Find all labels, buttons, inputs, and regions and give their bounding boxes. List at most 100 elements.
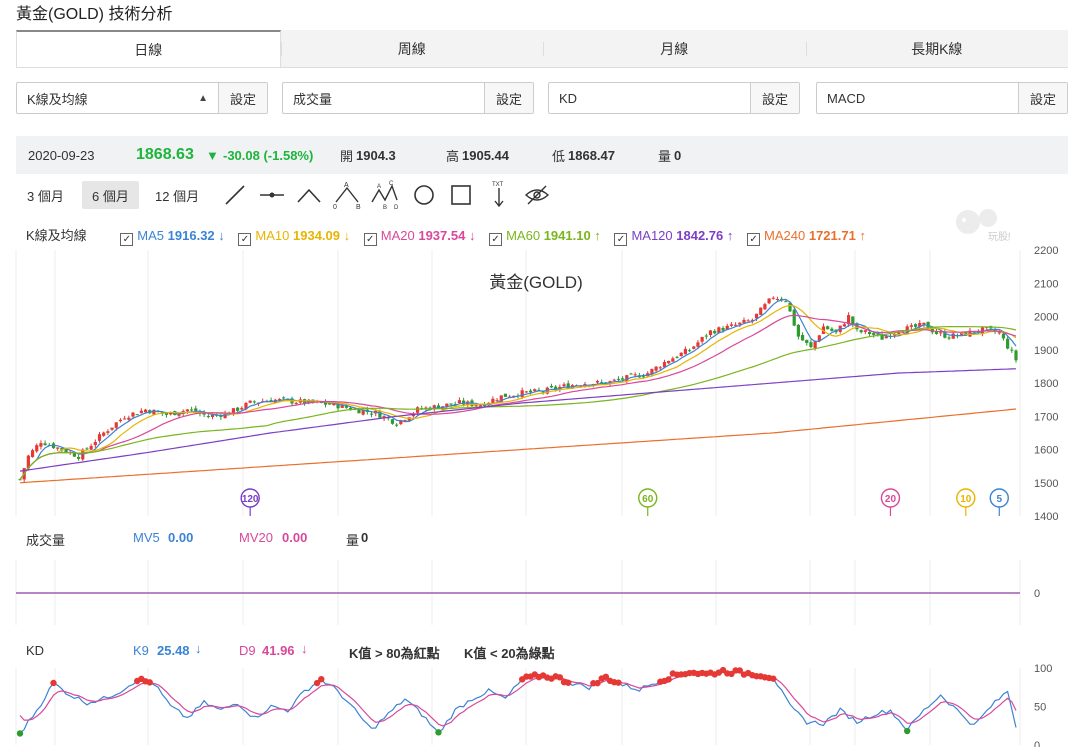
checkbox-icon: ✓ [489,233,503,246]
abcd-wave-icon[interactable]: C A B D [369,180,399,210]
candle-body [817,335,821,342]
candle-body [210,414,215,417]
candle-body [294,402,298,404]
ma-legend-item-ma240[interactable]: ✓ MA240 1721.71 ↑ [747,228,866,246]
candle-body [800,335,805,341]
candle-body [700,337,704,342]
circle-icon[interactable] [409,180,439,210]
k9-arrow: ↓ [195,641,202,656]
candle-body [997,332,1001,334]
candle-body [395,424,399,426]
hide-icon[interactable] [522,180,552,210]
ma60-label: MA60 [506,228,541,243]
ma-legend-item-ma120[interactable]: ✓ MA120 1842.76 ↑ [614,228,733,246]
candle-body [349,407,353,411]
tab-daily[interactable]: 日線 [16,30,281,67]
candle-body [662,362,667,368]
candle-body [913,324,918,327]
ma-legend-item-ma20[interactable]: ✓ MA20 1937.54 ↓ [363,228,476,246]
candle-body [143,409,148,413]
candle-body [457,400,462,404]
tab-long-term[interactable]: 長期K線 [805,30,1069,67]
volume-indicator-select[interactable]: 成交量 [283,83,485,113]
svg-text:B: B [356,204,361,210]
tab-monthly[interactable]: 月線 [543,30,806,67]
range-6-months-button[interactable]: 6 個月 [82,181,139,209]
range-12-months-button[interactable]: 12 個月 [155,188,200,204]
candle-body [562,384,566,387]
ma20-label: MA20 [380,228,415,243]
candle-body [683,348,687,355]
candle-body [759,307,763,315]
low-value: 1868.47 [568,147,615,163]
candle-body [110,427,114,430]
horizontal-line-icon[interactable] [257,180,287,210]
rectangle-icon[interactable] [446,180,476,210]
candle-body [939,332,943,334]
ma-marker-circle [240,488,260,508]
ma10-arrow: ↓ [343,228,351,243]
ma-legend-label: K線及均線 [26,228,87,243]
candle-body [784,301,788,303]
candle-body [252,401,256,403]
ma5-line [19,298,1017,480]
ma-marker-label: 20 [885,494,897,505]
checkbox-icon: ✓ [614,233,628,246]
candle-body [612,379,616,381]
kd-overbought-dot [318,675,325,683]
volume-indicator-settings-button[interactable]: 設定 [485,83,533,113]
candle-body [951,333,955,339]
ma-marker-circle [638,488,658,508]
main-indicator-select[interactable]: K線及均線 ▲ [17,83,219,113]
candle-body [1010,349,1014,351]
candle-body [177,413,181,416]
candle-body [796,324,800,337]
tab-weekly[interactable]: 周線 [280,30,544,67]
candle-body [616,378,621,380]
ma-legend-item-ma60[interactable]: ✓ MA60 1941.10 ↑ [489,228,601,246]
macd-indicator-select[interactable]: MACD [817,83,1019,113]
kd-overbought-dot [615,679,622,686]
candle-body [675,356,679,358]
abc-wave-icon[interactable]: A 0 B [332,180,362,210]
candle-body [35,445,39,452]
macd-indicator-settings-button[interactable]: 設定 [1019,83,1067,113]
quote-date: 2020-09-23 [28,147,95,163]
line-tool-icon[interactable] [220,180,250,210]
mv5-value: 0.00 [168,530,194,545]
svg-text:A: A [377,184,381,190]
ma240-arrow: ↑ [859,228,866,243]
volume-panel-label: 成交量 [26,533,66,548]
candle-body [449,403,453,405]
ma-legend: K線及均線 ✓ MA5 1916.32 ↓ ✓ MA10 1934.09 ↓ ✓ MA… [26,225,866,246]
candle-body [478,405,482,407]
quote-change: -30.08 (-1.58%) [223,147,314,163]
peak-icon[interactable] [294,180,324,210]
candle-body [528,390,533,393]
main-indicator-settings-button[interactable]: 設定 [219,83,267,113]
candle-body [872,332,876,335]
ma20-arrow: ↓ [468,228,476,243]
volume-indicator-value: 成交量 [293,91,333,107]
candle-body [629,373,633,375]
kd-overbought-dot [50,679,57,687]
candle-body [97,434,102,441]
candle-body [76,456,81,459]
kd-indicator-select[interactable]: KD [549,83,751,113]
ma120-value: 1842.76 [676,228,724,243]
candle-body [754,313,759,319]
candle-body [361,410,365,415]
ma-marker-label: 5 [996,494,1002,505]
ma-legend-item-ma5[interactable]: ✓ MA5 1916.32 ↓ [120,228,225,246]
kd-oversold-dot [16,730,24,737]
kd-indicator-settings-button[interactable]: 設定 [751,83,799,113]
candle-body [64,449,68,453]
ma-legend-item-ma10[interactable]: ✓ MA10 1934.09 ↓ [238,228,350,246]
checkbox-icon: ✓ [120,233,134,246]
range-3-months-button[interactable]: 3 個月 [27,188,64,204]
candle-body [746,320,750,322]
text-marker-icon[interactable]: TXT [484,180,514,210]
candle-body [244,402,248,410]
kd-overbought-dot [665,676,672,683]
